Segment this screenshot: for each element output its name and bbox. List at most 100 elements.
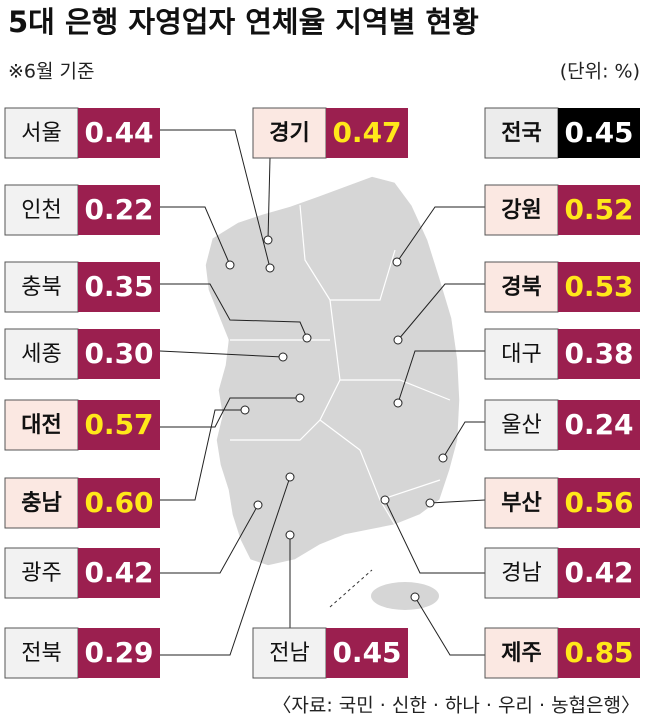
region-name: 전북 bbox=[21, 641, 61, 666]
leader-line bbox=[160, 409, 245, 501]
rate-value: 0.45 bbox=[332, 636, 401, 669]
region-name: 전국 bbox=[501, 121, 541, 146]
rate-value: 0.44 bbox=[84, 116, 153, 149]
leader-line bbox=[397, 350, 485, 404]
region-name: 인천 bbox=[21, 198, 61, 223]
region-dot bbox=[425, 498, 435, 508]
rate-box bbox=[78, 185, 160, 235]
leader-line bbox=[396, 206, 485, 263]
region-dot bbox=[302, 333, 312, 343]
region-dot bbox=[393, 335, 403, 345]
rate-value: 0.38 bbox=[564, 337, 633, 370]
rate-box bbox=[558, 108, 640, 158]
region-name: 세종 bbox=[21, 342, 61, 367]
rate-box bbox=[78, 478, 160, 528]
rate-box bbox=[558, 628, 640, 678]
region-dot bbox=[253, 500, 263, 510]
region-name: 전남 bbox=[269, 641, 309, 666]
map bbox=[204, 175, 461, 610]
leader-line bbox=[384, 499, 485, 574]
leader-line bbox=[160, 283, 308, 339]
region-name-box bbox=[484, 477, 559, 529]
title: 5대 은행 자영업자 연체율 지역별 현황 bbox=[8, 5, 479, 39]
leader-line bbox=[160, 504, 259, 574]
jeju-island bbox=[371, 582, 439, 610]
region-name: 서울 bbox=[21, 121, 61, 146]
unit: (단위: %) bbox=[560, 61, 640, 83]
region-dot bbox=[393, 398, 403, 408]
region-dot bbox=[285, 472, 295, 482]
leader-line bbox=[414, 596, 485, 656]
region-dot bbox=[380, 495, 390, 505]
region-dot bbox=[240, 405, 250, 415]
region-name: 경남 bbox=[501, 561, 541, 586]
leader-line bbox=[160, 476, 291, 656]
leader-line bbox=[159, 350, 284, 358]
leader-line bbox=[160, 397, 300, 428]
rate-box bbox=[558, 548, 640, 598]
rate-value: 0.60 bbox=[84, 486, 153, 519]
region-name: 강원 bbox=[501, 198, 541, 223]
rate-value: 0.53 bbox=[564, 270, 633, 303]
region-name: 제주 bbox=[501, 641, 541, 666]
region-name-box bbox=[4, 399, 79, 451]
region-name-box bbox=[252, 107, 327, 159]
rate-value: 0.29 bbox=[84, 636, 153, 669]
rate-box bbox=[558, 400, 640, 450]
rate-box bbox=[78, 628, 160, 678]
region-name-box bbox=[252, 627, 327, 679]
region-dot bbox=[265, 263, 275, 273]
leader-line bbox=[160, 129, 271, 269]
rate-value: 0.52 bbox=[564, 193, 633, 226]
rate-value: 0.22 bbox=[84, 193, 153, 226]
rate-value: 0.56 bbox=[564, 486, 633, 519]
region-name-box bbox=[484, 399, 559, 451]
region-name: 충북 bbox=[21, 275, 61, 300]
region-dot bbox=[285, 530, 295, 540]
region-name: 광주 bbox=[21, 561, 61, 586]
region-name-box bbox=[4, 184, 79, 236]
rate-box bbox=[326, 628, 408, 678]
region-name-box bbox=[4, 477, 79, 529]
region-dot bbox=[263, 235, 273, 245]
rate-box bbox=[558, 329, 640, 379]
region-name: 경기 bbox=[269, 121, 309, 146]
region-name: 대구 bbox=[501, 342, 541, 367]
rate-box bbox=[78, 262, 160, 312]
region-name: 대전 bbox=[21, 413, 61, 438]
rate-value: 0.42 bbox=[84, 556, 153, 589]
region-name: 경북 bbox=[501, 275, 541, 300]
region-dot bbox=[438, 453, 448, 463]
mainland bbox=[204, 175, 461, 567]
region-dot bbox=[392, 257, 402, 267]
rate-box bbox=[78, 329, 160, 379]
region-name-box bbox=[484, 261, 559, 313]
rate-box bbox=[558, 262, 640, 312]
rate-value: 0.45 bbox=[564, 116, 633, 149]
rate-value: 0.42 bbox=[564, 556, 633, 589]
region-dot bbox=[278, 352, 288, 362]
region-name: 충남 bbox=[21, 491, 61, 516]
leader-line bbox=[442, 421, 485, 459]
leader-line bbox=[267, 157, 271, 241]
leader-line bbox=[429, 499, 486, 504]
region-borders bbox=[230, 204, 451, 526]
region-dot bbox=[225, 260, 235, 270]
region-name: 울산 bbox=[501, 413, 541, 438]
rate-value: 0.35 bbox=[84, 270, 153, 303]
rate-value: 0.85 bbox=[564, 636, 633, 669]
rate-value: 0.57 bbox=[84, 408, 153, 441]
divider bbox=[329, 569, 373, 608]
leader-line bbox=[160, 206, 231, 266]
rate-box bbox=[326, 108, 408, 158]
rate-value: 0.24 bbox=[564, 408, 633, 441]
leader-line bbox=[397, 283, 485, 341]
rate-value: 0.47 bbox=[332, 116, 401, 149]
source: 〈자료: 국민 · 신한 · 하나 · 우리 · 농협은행〉 bbox=[272, 695, 640, 717]
rate-box bbox=[558, 478, 640, 528]
region-name-box bbox=[484, 184, 559, 236]
region-name: 부산 bbox=[501, 491, 541, 516]
region-name-box bbox=[484, 107, 559, 159]
rate-box bbox=[558, 185, 640, 235]
